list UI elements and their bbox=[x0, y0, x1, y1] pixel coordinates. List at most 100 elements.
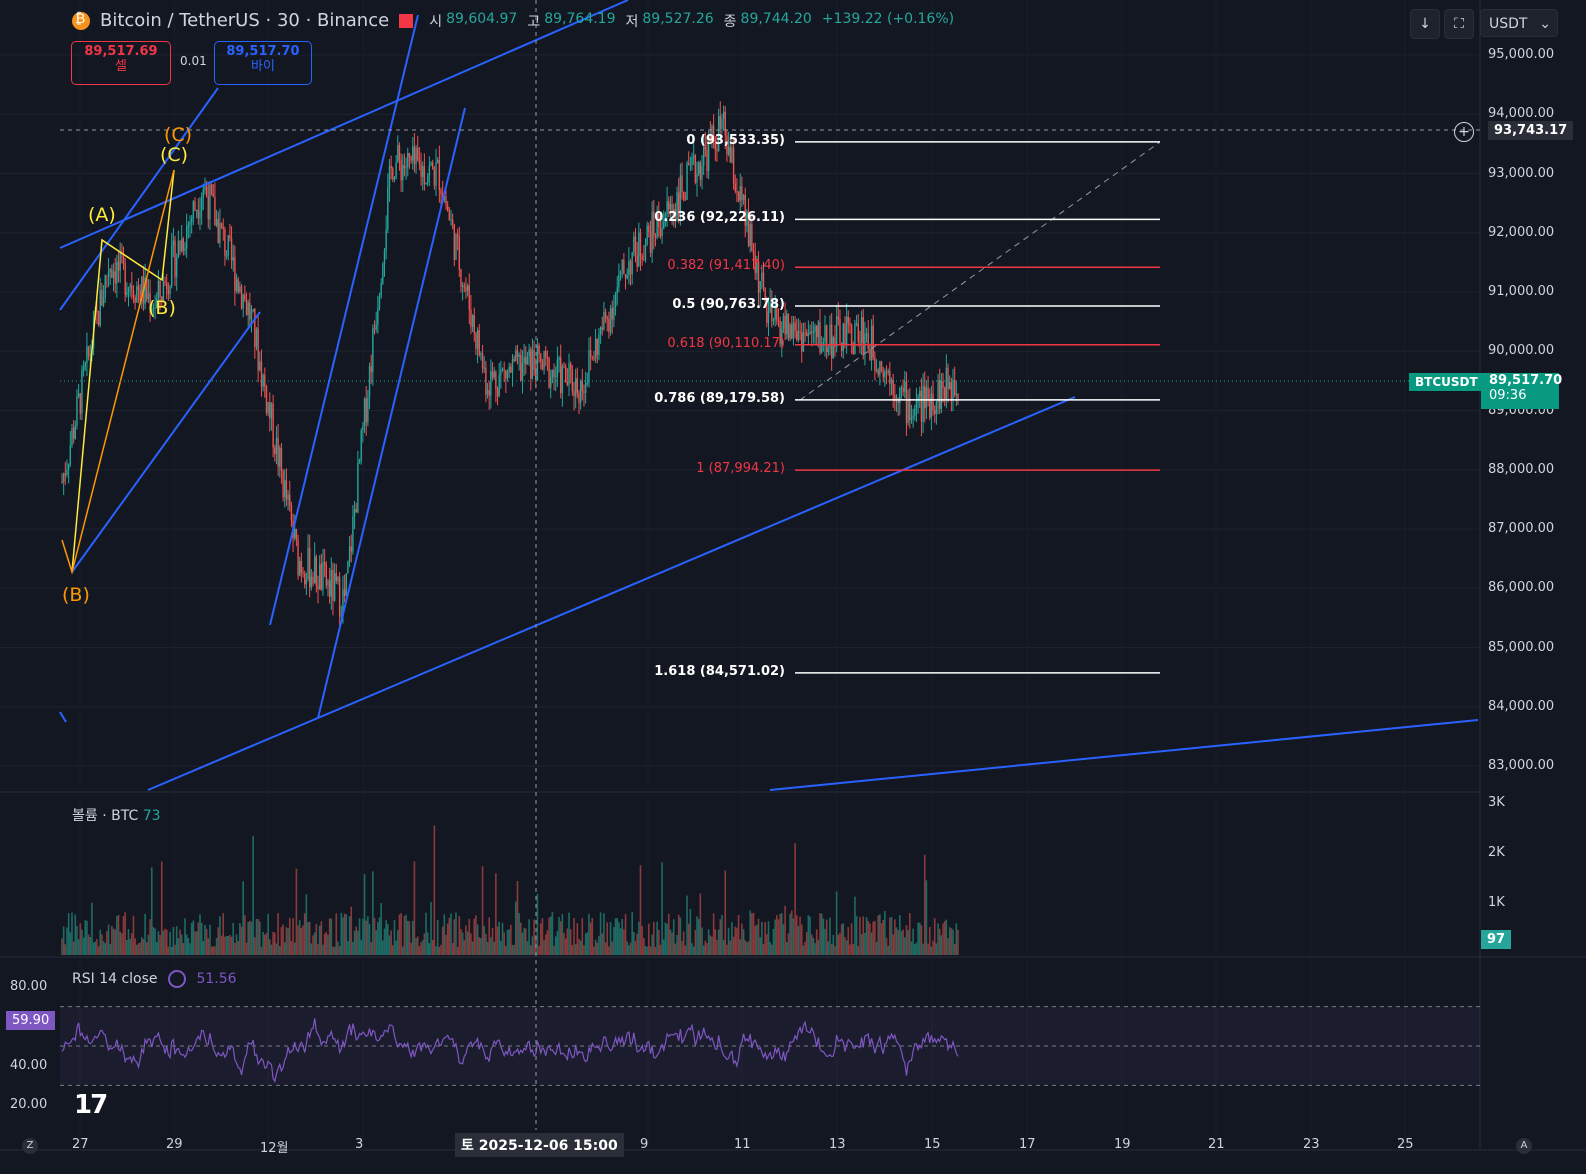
candle-body bbox=[596, 338, 598, 356]
candle-body bbox=[305, 579, 308, 585]
volume-bar bbox=[938, 928, 941, 955]
candle-body bbox=[548, 358, 550, 388]
volume-bar bbox=[227, 935, 230, 955]
volume-bar bbox=[889, 917, 891, 955]
volume-bar bbox=[701, 927, 703, 955]
candle-body bbox=[541, 362, 544, 370]
candle-body bbox=[77, 393, 80, 397]
volume-bar bbox=[149, 919, 151, 955]
add-plus-icon[interactable]: + bbox=[1454, 122, 1474, 142]
candle-body bbox=[525, 357, 527, 365]
volume-bar bbox=[215, 938, 218, 955]
volume-bar bbox=[774, 919, 776, 955]
volume-bar bbox=[608, 946, 610, 955]
volume-bar bbox=[603, 913, 605, 955]
candle-body bbox=[824, 325, 826, 343]
volume-bar bbox=[76, 925, 78, 955]
volume-bar bbox=[242, 881, 244, 955]
volume-bar bbox=[475, 915, 477, 955]
candle-body bbox=[141, 276, 143, 302]
volume-bar bbox=[666, 923, 668, 955]
fib-level-label: 0.236 (92,226.11) bbox=[654, 210, 785, 226]
volume-bar bbox=[789, 913, 791, 955]
volume-bar bbox=[99, 929, 102, 955]
volume-bar bbox=[928, 926, 931, 955]
volume-bar bbox=[697, 918, 700, 955]
volume-bar bbox=[729, 940, 732, 955]
red-flag-icon[interactable] bbox=[399, 13, 414, 28]
volume-bar bbox=[948, 927, 951, 955]
candle-body bbox=[801, 332, 803, 352]
candle-body bbox=[463, 285, 465, 288]
volume-bar bbox=[167, 946, 170, 955]
timezone-z-button[interactable]: Z bbox=[22, 1138, 38, 1154]
candle-body bbox=[343, 589, 346, 596]
volume-bar bbox=[874, 920, 876, 955]
candle-body bbox=[747, 211, 750, 246]
candle-body bbox=[699, 162, 702, 180]
candle-body bbox=[97, 311, 100, 326]
download-button[interactable]: ↓ bbox=[1410, 9, 1440, 39]
volume-bar bbox=[214, 946, 216, 955]
volume-bar bbox=[717, 929, 720, 955]
fullscreen-button[interactable]: ⛶ bbox=[1444, 9, 1474, 39]
volume-bar bbox=[521, 932, 524, 955]
candle-body bbox=[99, 290, 101, 326]
auto-scale-button[interactable]: A bbox=[1516, 1138, 1532, 1154]
volume-bar bbox=[145, 942, 148, 955]
candle-body bbox=[290, 505, 293, 521]
currency-select[interactable]: USDT ⌄ bbox=[1480, 9, 1558, 37]
volume-bar bbox=[692, 946, 695, 955]
candle-body bbox=[829, 324, 831, 349]
candle-body bbox=[378, 296, 381, 308]
candle-body bbox=[726, 135, 728, 155]
candle-body bbox=[573, 391, 575, 396]
price-tick: 92,000.00 bbox=[1488, 224, 1555, 240]
candle-body bbox=[621, 259, 623, 271]
candle-body bbox=[495, 371, 497, 389]
volume-bar bbox=[157, 931, 160, 955]
volume-bar bbox=[480, 938, 482, 955]
volume-bar bbox=[460, 929, 462, 955]
candle-body bbox=[237, 279, 239, 293]
symbol-title[interactable]: Bitcoin / TetherUS · 30 · Binance bbox=[100, 10, 390, 31]
candle-body bbox=[857, 323, 859, 342]
candle-body bbox=[855, 323, 858, 325]
candle-body bbox=[390, 165, 392, 169]
candle-body bbox=[583, 391, 585, 393]
volume-bar bbox=[229, 934, 231, 955]
volume-bar bbox=[337, 941, 339, 955]
candle-body bbox=[957, 393, 959, 399]
volume-bar bbox=[315, 924, 318, 955]
volume-bar bbox=[421, 940, 424, 955]
volume-bar bbox=[154, 928, 156, 955]
candle-body bbox=[107, 271, 110, 277]
candle-body bbox=[338, 577, 341, 616]
time-tick: 15 bbox=[924, 1137, 941, 1152]
volume-bar bbox=[805, 931, 808, 955]
volume-bar bbox=[933, 918, 936, 955]
volume-bar bbox=[225, 936, 228, 955]
buy-button[interactable]: 89,517.70 바이 bbox=[214, 41, 312, 85]
candle-body bbox=[335, 573, 337, 582]
volume-bar bbox=[596, 942, 599, 955]
candlestick-series bbox=[61, 101, 959, 626]
volume-bar bbox=[588, 913, 590, 955]
candle-body bbox=[425, 182, 427, 185]
candle-body bbox=[363, 398, 366, 426]
candle-body bbox=[184, 248, 186, 251]
candle-body bbox=[485, 367, 487, 395]
candle-body bbox=[694, 155, 697, 183]
candle-body bbox=[902, 387, 904, 392]
refresh-icon[interactable] bbox=[167, 970, 186, 988]
crosshair-time-label: 토 2025-12-06 15:00 bbox=[455, 1133, 624, 1157]
sell-button[interactable]: 89,517.69 셀 bbox=[71, 41, 171, 85]
candle-body bbox=[84, 363, 86, 368]
candle-body bbox=[611, 308, 613, 320]
candle-body bbox=[654, 235, 657, 238]
candle-body bbox=[714, 138, 716, 150]
volume-bar bbox=[323, 933, 326, 955]
candle-body bbox=[274, 447, 276, 454]
